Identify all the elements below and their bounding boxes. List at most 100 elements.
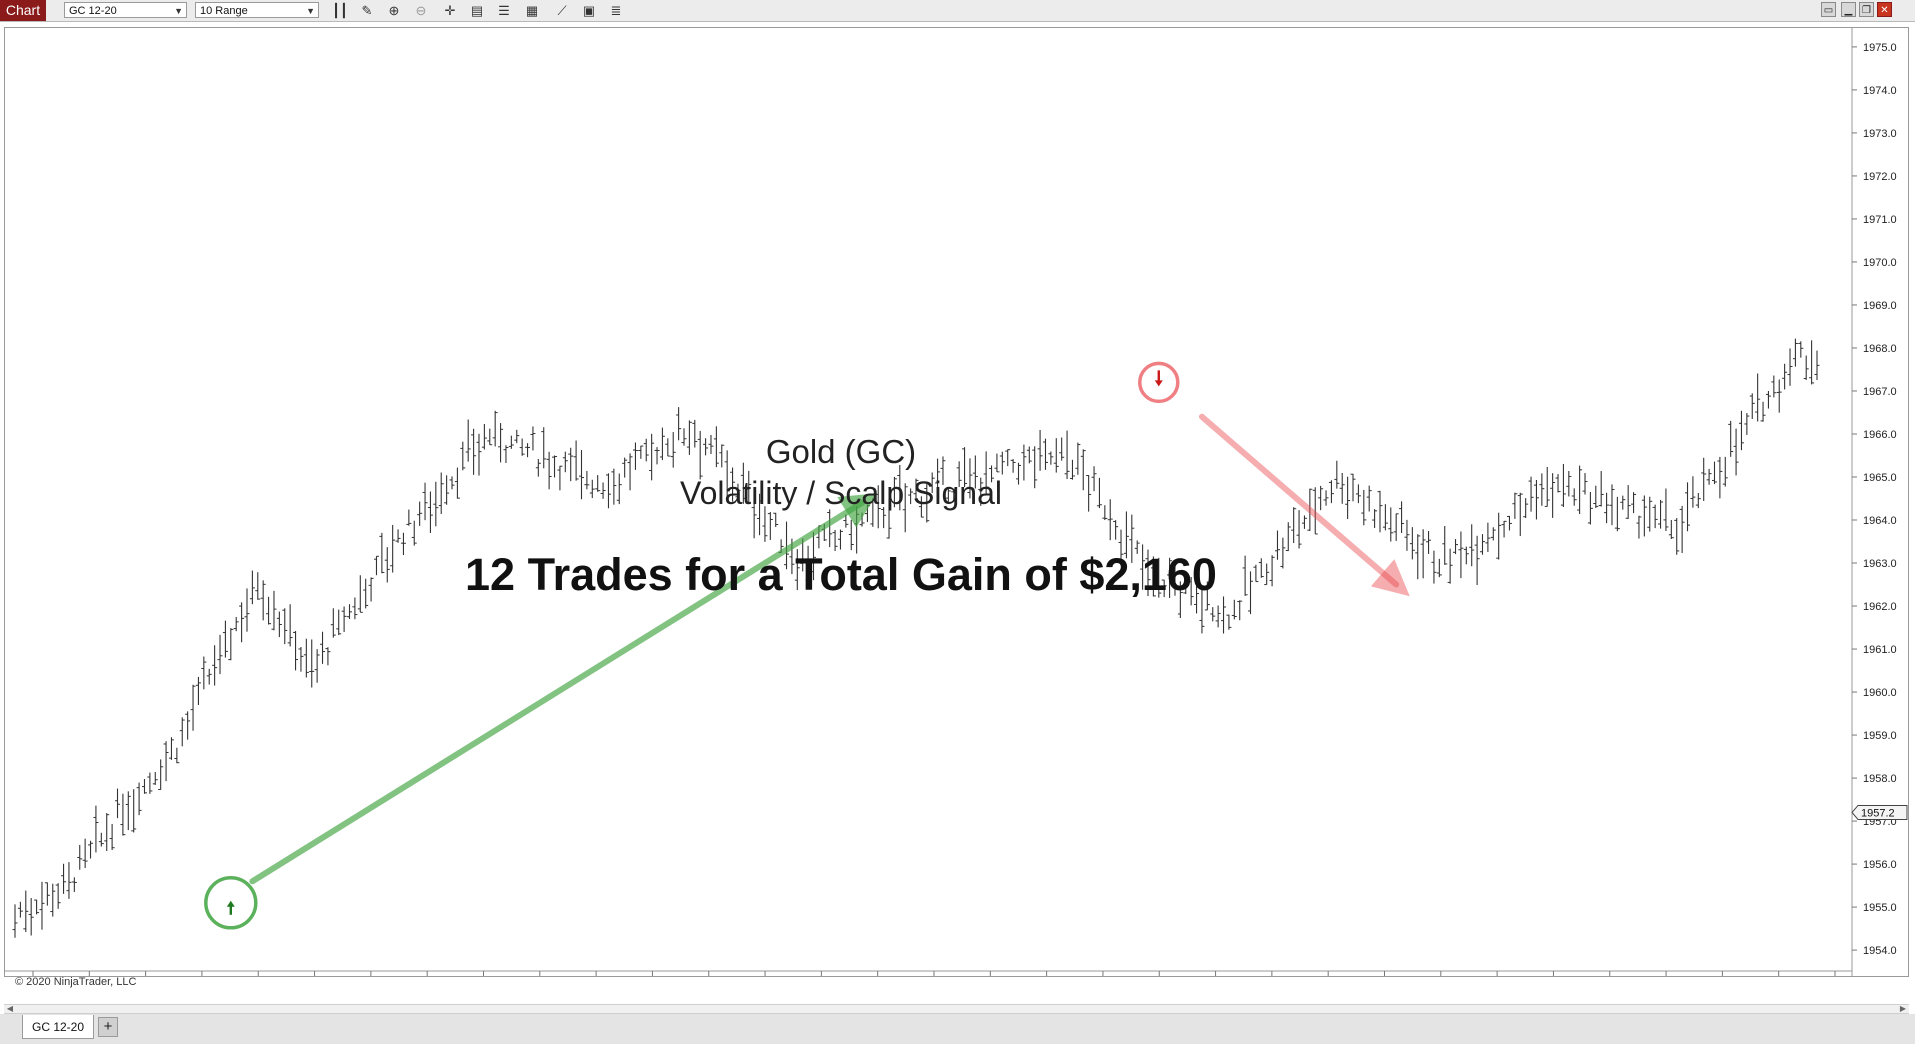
ohlc-bar: [390, 524, 396, 573]
ohlc-bar: [713, 426, 719, 468]
ohlc-bar: [1463, 546, 1469, 565]
ohlc-bar: [1177, 581, 1183, 619]
ohlc-bar: [1091, 466, 1097, 492]
ohlc-bar: [120, 793, 126, 836]
price-chart[interactable]: 1975.0 1974.0 1973.0 1972.0 1971.0 1970.0 1969…: [5, 28, 1908, 976]
ohlc-bar: [1798, 341, 1804, 358]
crosshair-icon[interactable]: ✛: [444, 3, 456, 18]
sell-signal: [1138, 361, 1180, 404]
y-tick-label: 1973.0: [1863, 128, 1897, 140]
ohlc-bar: [1760, 401, 1766, 422]
chart-trader-icon[interactable]: ▣: [582, 3, 596, 18]
ohlc-bar: [1355, 484, 1361, 504]
ohlc-bar: [584, 470, 590, 490]
ohlc-bar: [832, 529, 838, 552]
ohlc-bar: [244, 588, 250, 632]
data-box-icon[interactable]: ▤: [470, 3, 484, 18]
ohlc-bar: [1215, 605, 1221, 628]
ohlc-bar: [1075, 442, 1081, 475]
ohlc-bar: [784, 521, 790, 570]
ohlc-bar: [837, 529, 843, 550]
ohlc-bar: [568, 447, 574, 482]
ohlc-bar: [449, 476, 455, 490]
signal-circle: [204, 876, 258, 930]
y-tick-label: 1955.0: [1863, 902, 1897, 914]
ohlc-bar: [1069, 459, 1075, 480]
ohlc-bar: [1199, 587, 1205, 634]
ohlc-bar: [703, 438, 709, 456]
ohlc-bar: [158, 759, 164, 791]
indicators-icon[interactable]: ▦: [525, 3, 539, 18]
list-icon[interactable]: ≣: [610, 3, 622, 18]
ohlc-bar: [1479, 534, 1485, 555]
ohlc-bar: [1194, 578, 1200, 614]
chart-tab-bar: GC 12-20 +: [0, 1014, 1915, 1044]
ohlc-bar: [179, 717, 185, 747]
chart-headline: 12 Trades for a Total Gain of $2,160: [465, 549, 1217, 600]
ohlc-bar: [1188, 576, 1194, 606]
ohlc-bar: [34, 899, 40, 915]
ohlc-bar: [708, 434, 714, 455]
ohlc-bar: [1042, 438, 1048, 470]
maximize-window-button[interactable]: ❐: [1859, 2, 1874, 17]
ohlc-bar: [1587, 491, 1593, 525]
ohlc-bar: [1037, 429, 1043, 471]
bar-type-icon[interactable]: ┃┃: [332, 3, 348, 18]
minimize-window-button[interactable]: ▁: [1841, 2, 1856, 17]
ohlc-bar: [1420, 529, 1426, 579]
buy-signal: [204, 876, 258, 930]
ohlc-bar: [1253, 564, 1259, 583]
ohlc-bar: [967, 458, 973, 499]
ohlc-bar: [794, 549, 800, 591]
chart-menu-button[interactable]: Chart: [0, 0, 46, 21]
scroll-left-icon[interactable]: ◀: [6, 1004, 14, 1013]
ohlc-bar: [330, 608, 336, 638]
ohlc-bar: [1566, 470, 1572, 497]
ohlc-bar: [1469, 524, 1475, 567]
ohlc-bar: [1652, 504, 1658, 529]
ohlc-bar: [1210, 607, 1216, 622]
ohlc-bar: [217, 634, 223, 675]
ohlc-bar: [951, 488, 957, 503]
ohlc-bar: [71, 877, 77, 892]
ohlc-bar: [1404, 519, 1410, 551]
ohlc-bar: [697, 430, 703, 480]
zoom-out-icon[interactable]: ⊖: [415, 3, 427, 18]
copyright-text: © 2020 NinjaTrader, LLC: [15, 976, 137, 988]
ohlc-bar: [433, 481, 439, 527]
close-window-button[interactable]: ✕: [1877, 2, 1892, 17]
add-tab-button[interactable]: +: [98, 1017, 118, 1037]
ohlc-bar: [66, 862, 72, 899]
ohlc-bar: [1296, 510, 1302, 549]
horizontal-scrollbar[interactable]: ◀ ▶: [4, 1004, 1909, 1014]
scroll-right-icon[interactable]: ▶: [1899, 1004, 1907, 1013]
restore-window-button[interactable]: ▭: [1821, 2, 1836, 17]
zoom-in-icon[interactable]: ⊕: [388, 3, 400, 18]
ohlc-bar: [17, 901, 23, 918]
instrument-selector[interactable]: GC 12-20 ▼: [64, 2, 187, 18]
ohlc-bar: [751, 494, 757, 539]
ohlc-bar: [152, 772, 158, 785]
ohlc-bar: [1086, 474, 1092, 512]
ohlc-bar: [1663, 488, 1669, 532]
strategy-icon[interactable]: ⟋: [557, 3, 567, 18]
ohlc-bar: [476, 433, 482, 476]
ohlc-bar: [82, 838, 88, 869]
ohlc-bar: [1776, 379, 1782, 413]
ohlc-bar: [1388, 507, 1394, 542]
ohlc-bar: [1620, 495, 1626, 510]
ohlc-bar: [1312, 487, 1318, 535]
interval-selector[interactable]: 10 Range ▼: [195, 2, 319, 18]
price-chart-panel[interactable]: 1975.0 1974.0 1973.0 1972.0 1971.0 1970.0 1969…: [4, 27, 1909, 988]
ohlc-bar: [1328, 480, 1334, 504]
y-tick-label: 1960.0: [1863, 687, 1897, 699]
draw-pencil-icon[interactable]: ✎: [361, 3, 373, 18]
ohlc-bar: [859, 512, 865, 527]
ohlc-bar: [983, 451, 989, 494]
ohlc-bar: [1021, 444, 1027, 481]
tab-gc-12-20[interactable]: GC 12-20: [22, 1015, 94, 1039]
y-tick-label: 1969.0: [1863, 300, 1897, 312]
ohlc-bar: [276, 611, 282, 638]
properties-icon[interactable]: ☰: [498, 3, 510, 18]
ohlc-bar: [1658, 499, 1664, 529]
